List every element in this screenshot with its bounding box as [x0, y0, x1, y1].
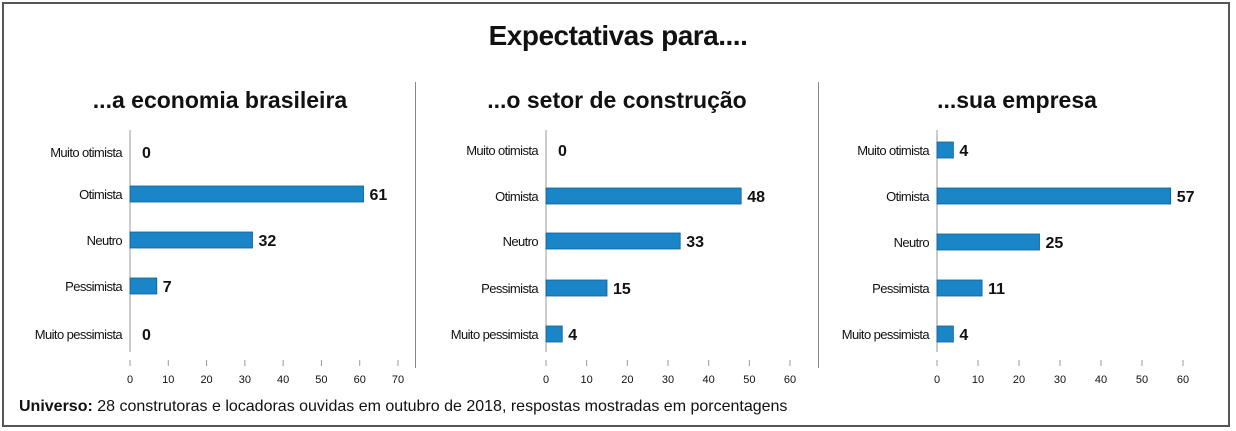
- category-label: Pessimista: [65, 279, 123, 294]
- panel-title: ...o setor de construção: [487, 87, 746, 113]
- x-tick-label: 40: [1095, 374, 1107, 386]
- x-tick-label: 50: [743, 374, 755, 386]
- bar: [545, 232, 681, 250]
- category-label: Otimista: [79, 187, 123, 202]
- data-label: 32: [259, 233, 277, 250]
- footnote-text: 28 construtoras e locadoras ouvidas em o…: [92, 398, 788, 415]
- bar: [545, 187, 742, 205]
- bar: [129, 277, 158, 295]
- data-label: 25: [1046, 235, 1064, 252]
- data-label: 15: [613, 281, 631, 298]
- x-tick-label: 0: [127, 374, 133, 386]
- data-label: 48: [747, 189, 765, 206]
- category-label: Otimista: [886, 189, 930, 204]
- bar: [129, 185, 364, 203]
- x-tick-label: 10: [972, 374, 984, 386]
- category-label: Otimista: [495, 189, 539, 204]
- data-label: 57: [1177, 189, 1195, 206]
- x-tick-label: 0: [543, 374, 549, 386]
- category-label: Muito pessimista: [842, 327, 931, 342]
- x-tick-label: 50: [1136, 374, 1148, 386]
- x-tick-label: 60: [354, 374, 366, 386]
- category-label: Muito otimista: [466, 143, 539, 158]
- data-label: 4: [959, 143, 968, 160]
- x-tick-label: 70: [392, 374, 404, 386]
- footnote-label: Universo:: [19, 398, 93, 415]
- bar: [936, 187, 1172, 205]
- x-tick-label: 20: [200, 374, 212, 386]
- bar: [936, 141, 954, 159]
- category-label: Muito pessimista: [451, 327, 540, 342]
- x-tick-label: 30: [662, 374, 674, 386]
- category-label: Muito otimista: [50, 145, 123, 160]
- x-tick-label: 20: [621, 374, 633, 386]
- x-tick-label: 10: [162, 374, 174, 386]
- category-label: Neutro: [87, 233, 123, 248]
- x-tick-label: 20: [1013, 374, 1025, 386]
- category-label: Pessimista: [872, 281, 930, 296]
- bar: [129, 231, 253, 249]
- category-label: Muito pessimista: [35, 327, 124, 342]
- x-tick-label: 10: [581, 374, 593, 386]
- x-tick-label: 0: [934, 374, 940, 386]
- footnote: Universo: 28 construtoras e locadoras ou…: [19, 398, 787, 416]
- chart-frame: [2, 2, 1230, 427]
- panel-divider: [818, 82, 819, 368]
- page-title: Expectativas para....: [488, 20, 748, 51]
- data-label: 0: [558, 143, 567, 160]
- bar: [936, 279, 983, 297]
- data-label: 0: [142, 145, 151, 162]
- x-tick-label: 60: [784, 374, 796, 386]
- category-label: Neutro: [894, 235, 930, 250]
- bar: [545, 279, 608, 297]
- data-label: 61: [370, 187, 388, 204]
- data-label: 33: [686, 234, 704, 251]
- x-tick-label: 60: [1177, 374, 1189, 386]
- data-label: 11: [988, 281, 1005, 298]
- x-tick-label: 40: [277, 374, 289, 386]
- bar: [936, 233, 1040, 251]
- bar: [936, 325, 954, 343]
- x-tick-label: 30: [1054, 374, 1066, 386]
- data-label: 4: [568, 327, 577, 344]
- panel-title: ...sua empresa: [937, 87, 1097, 113]
- panel-title: ...a economia brasileira: [93, 87, 348, 113]
- panel-divider: [415, 82, 416, 368]
- x-tick-label: 30: [239, 374, 251, 386]
- x-tick-label: 50: [315, 374, 327, 386]
- category-label: Neutro: [503, 234, 539, 249]
- category-label: Pessimista: [481, 281, 539, 296]
- bar: [545, 325, 563, 343]
- category-label: Muito otimista: [857, 143, 930, 158]
- data-label: 7: [163, 279, 172, 296]
- data-label: 0: [142, 327, 151, 344]
- data-label: 4: [959, 327, 968, 344]
- x-tick-label: 40: [703, 374, 715, 386]
